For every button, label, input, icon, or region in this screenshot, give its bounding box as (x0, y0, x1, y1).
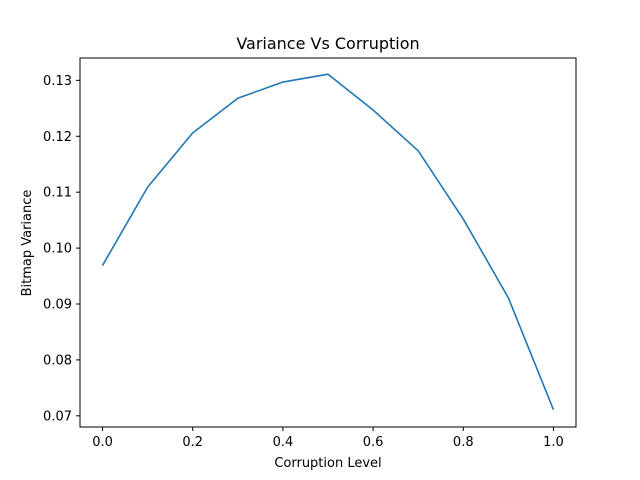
y-tick-label: 0.11 (43, 186, 72, 201)
chart-title: Variance Vs Corruption (236, 34, 419, 53)
y-tick-label: 0.10 (43, 242, 72, 257)
x-tick-label: 1.0 (543, 435, 564, 450)
axes-frame (79, 57, 577, 428)
y-tick-label: 0.08 (43, 353, 72, 368)
y-tick-label: 0.07 (43, 409, 72, 424)
x-axis-label: Corruption Level (274, 456, 381, 471)
x-tick-label: 0.0 (92, 435, 113, 450)
y-tick-label: 0.13 (43, 74, 72, 89)
plot-area: 0.0 0.2 0.4 0.6 0.8 1.0 0.07 0.08 0.09 0.10 0.11 0.… (43, 57, 577, 450)
y-axis-label: Bitmap Variance (20, 190, 35, 297)
x-tick-label: 0.8 (453, 435, 474, 450)
series-line (101, 73, 555, 410)
y-tick-label: 0.12 (43, 130, 72, 145)
x-tick-label: 0.4 (273, 435, 294, 450)
x-tick-label: 0.6 (363, 435, 384, 450)
y-tick-label: 0.09 (43, 298, 72, 313)
x-tick-label: 0.2 (182, 435, 203, 450)
